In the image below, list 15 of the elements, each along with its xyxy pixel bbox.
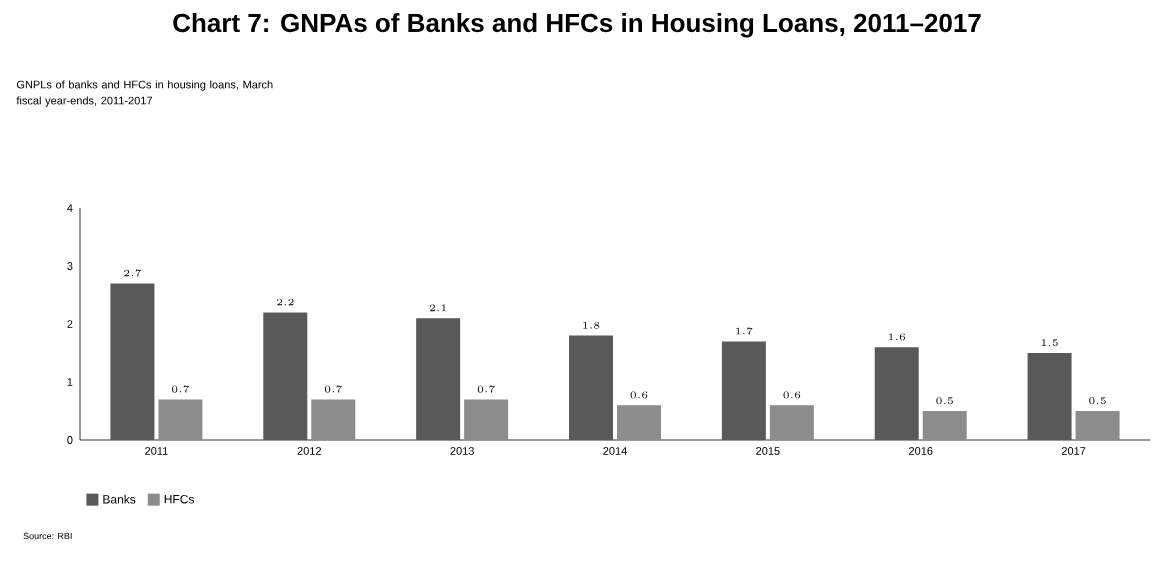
bar [110,283,155,440]
bar [311,399,356,440]
bar [1027,353,1072,440]
bar [874,347,919,440]
bar [922,411,967,440]
bar [721,341,766,440]
bar [158,399,203,440]
bar [464,399,509,440]
bar [617,405,662,440]
bar [263,312,308,440]
bar [569,335,614,440]
bar [416,318,461,440]
bar [769,405,814,440]
bar [1075,411,1120,440]
chart-title: Chart 7: GNPAs of Banks and HFCs in Housing Loans, 2011–2017 [173,13,981,38]
